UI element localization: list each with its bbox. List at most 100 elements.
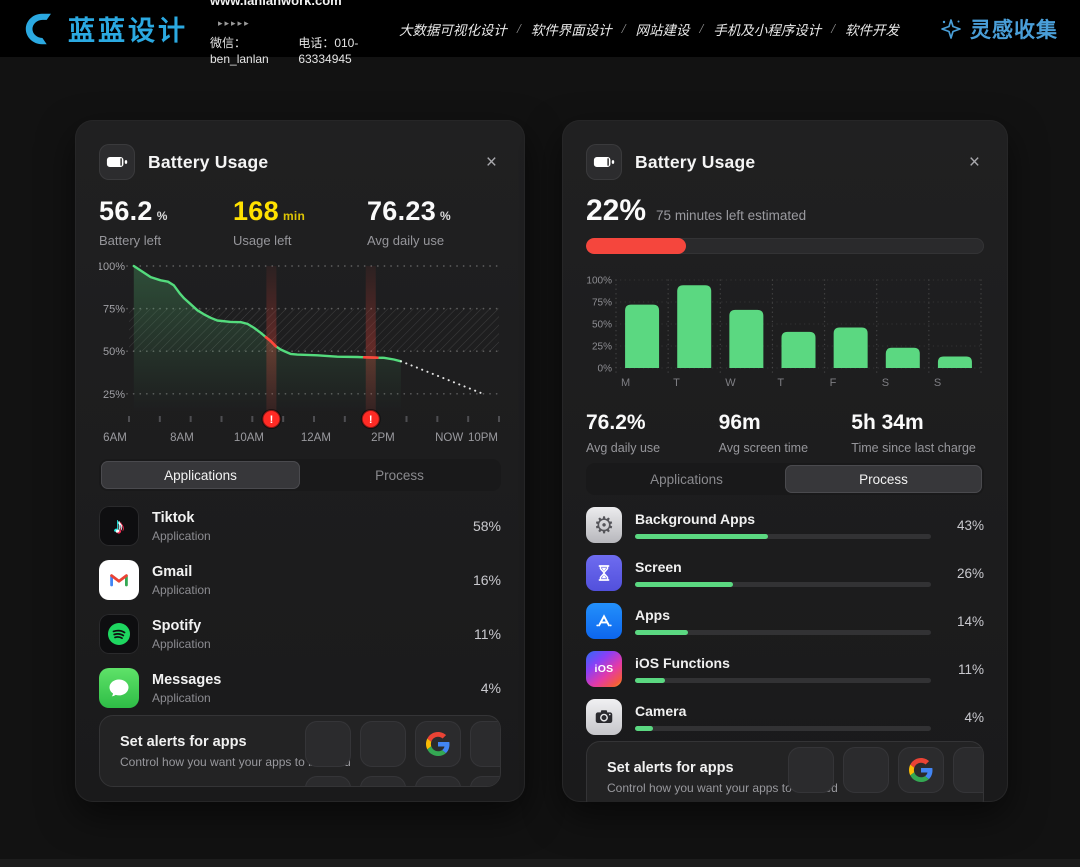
battery-percent: 22%	[586, 194, 647, 227]
inspiration-collect[interactable]: 灵感收集	[939, 14, 1058, 44]
gmail-icon	[99, 560, 139, 600]
process-value: 43%	[956, 517, 984, 533]
reddit-icon	[315, 786, 341, 787]
app-row-tiktok[interactable]: ♪ Tiktok Application 58%	[99, 499, 501, 553]
bottom-edge-strip	[0, 859, 1080, 867]
svg-text:M: M	[621, 377, 630, 389]
app-usage-value: 58%	[472, 518, 501, 534]
alert-app-tile-empty[interactable]	[415, 776, 461, 786]
svg-text:100%: 100%	[586, 276, 612, 287]
tab-process[interactable]: Process	[785, 465, 982, 493]
twitch-icon	[480, 786, 501, 787]
battery-percent-row: 22% 75 minutes left estimated	[586, 194, 984, 228]
nav-item[interactable]: 大数据可视化设计	[398, 22, 507, 38]
google-icon	[909, 758, 933, 782]
svg-text:!: !	[270, 414, 274, 426]
alert-app-tile-empty[interactable]	[470, 721, 500, 767]
process-row-background-apps[interactable]: ⚙ Background Apps 43%	[586, 501, 984, 549]
process-value: 26%	[956, 565, 984, 581]
tab-bar: Applications Process	[99, 459, 501, 491]
settings-icon: ⚙	[586, 507, 622, 543]
nav-separator: /	[621, 20, 626, 36]
stat-unit: %	[156, 209, 168, 223]
header-nav: 大数据可视化设计 / 软件界面设计 / 网站建设 / 手机及小程序设计 / 软件开发	[399, 19, 899, 39]
ios-icon: iOS	[586, 651, 622, 687]
svg-text:T: T	[673, 377, 680, 389]
close-icon[interactable]: ×	[485, 151, 497, 173]
alert-app-tile-twitch[interactable]	[470, 776, 501, 787]
alert-app-tile-google[interactable]	[415, 721, 461, 767]
nav-item[interactable]: 手机及小程序设计	[713, 22, 822, 38]
app-type: Application	[152, 528, 211, 543]
process-row-apps[interactable]: Apps 14%	[586, 597, 984, 645]
nav-item[interactable]: 软件界面设计	[530, 22, 612, 38]
app-row-gmail[interactable]: Gmail Application 16%	[99, 553, 501, 607]
collect-label: 灵感收集	[970, 17, 1058, 42]
set-alerts-panel[interactable]: Set alerts for apps Control how you want…	[99, 715, 501, 787]
alert-app-tile-empty[interactable]	[843, 747, 889, 793]
tiktok-icon: ♪	[99, 506, 139, 546]
process-row-screen[interactable]: Screen 26%	[586, 549, 984, 597]
lanlan-logo: 蓝蓝设计	[22, 9, 188, 48]
battery-stats-row: 56.2% Battery left 168 min Usage left 76.…	[99, 196, 501, 248]
messages-icon	[99, 668, 139, 708]
app-name: Spotify	[152, 617, 202, 634]
app-row-messages[interactable]: Messages Application 4%	[99, 661, 501, 715]
set-alerts-panel[interactable]: Set alerts for apps Control how you want…	[586, 741, 984, 802]
svg-text:NOW: NOW	[435, 432, 463, 444]
svg-text:W: W	[725, 377, 736, 389]
usage-stats-row: 76.2% Avg daily use 96m Avg screen time …	[586, 411, 984, 455]
spotify-icon	[99, 614, 139, 654]
top-header-bar: 蓝蓝设计 www.lanlanwork.com ▸▸▸▸▸ 微信：ben_lan…	[0, 0, 1080, 66]
svg-text:10AM: 10AM	[234, 432, 264, 444]
hourglass-icon	[586, 555, 622, 591]
battery-line-chart: 100% 75% 50% 25% 6AM 8AM 10AM 12AM 2PM NOW 10PM ! …	[97, 258, 501, 455]
battery-usage-card-line: Battery Usage × 56.2% Battery left 168 mi…	[75, 120, 525, 802]
tab-applications[interactable]: Applications	[101, 461, 300, 489]
alert-app-tile-google[interactable]	[898, 747, 944, 793]
nav-item[interactable]: 软件开发	[845, 22, 899, 38]
card-title: Battery Usage	[148, 151, 269, 172]
process-name: Screen	[635, 559, 682, 575]
nav-item[interactable]: 网站建设	[635, 22, 690, 38]
close-icon[interactable]: ×	[968, 151, 980, 173]
nav-separator: /	[699, 20, 704, 36]
alerts-title: Set alerts for apps	[607, 759, 734, 776]
svg-text:75%: 75%	[592, 298, 612, 309]
process-row-ios-functions[interactable]: iOS iOS Functions 11%	[586, 645, 984, 693]
stat-avg-daily-use: 76.2% Avg daily use	[586, 411, 719, 455]
app-type: Application	[152, 582, 211, 597]
alert-app-tile-empty[interactable]	[953, 747, 983, 793]
alert-app-tile-reddit[interactable]	[305, 776, 351, 787]
app-row-spotify[interactable]: Spotify Application 11%	[99, 607, 501, 661]
battery-progress-fill	[586, 238, 686, 254]
site-info: www.lanlanwork.com ▸▸▸▸▸ 微信：ben_lanlan 电…	[210, 0, 385, 67]
stat-unit: min	[282, 209, 306, 223]
alert-app-tile-empty[interactable]	[360, 721, 406, 767]
site-url[interactable]: www.lanlanwork.com	[210, 0, 342, 8]
nav-separator: /	[831, 20, 835, 36]
alert-app-tile-empty[interactable]	[788, 747, 834, 793]
process-bar-fill	[635, 726, 653, 731]
tab-process[interactable]: Process	[375, 467, 424, 483]
alerts-subtitle: Control how you want your apps to be use…	[607, 780, 838, 795]
stat-value: 76.23	[366, 196, 437, 226]
alerts-title: Set alerts for apps	[120, 733, 247, 750]
alerts-subtitle: Control how you want your apps to be use…	[120, 754, 351, 769]
process-value: 14%	[956, 613, 984, 629]
process-bar-track	[635, 678, 931, 683]
svg-text:S: S	[882, 377, 889, 389]
process-bar-fill	[635, 582, 733, 587]
sparkle-icon	[941, 18, 961, 39]
tab-applications[interactable]: Applications	[650, 471, 723, 487]
app-type: Application	[152, 636, 211, 651]
nav-separator: /	[516, 20, 521, 36]
alert-app-tile-spotify[interactable]	[360, 776, 406, 786]
alert-app-tile-empty[interactable]	[305, 721, 351, 767]
app-usage-list: ♪ Tiktok Application 58% Gmail Applicati…	[99, 499, 501, 715]
stat-label: Usage left	[232, 233, 292, 248]
stat-label: Battery left	[99, 233, 162, 248]
process-bar-track	[635, 726, 931, 731]
process-row-camera[interactable]: Camera 4%	[586, 693, 984, 741]
process-value: 11%	[957, 661, 984, 677]
